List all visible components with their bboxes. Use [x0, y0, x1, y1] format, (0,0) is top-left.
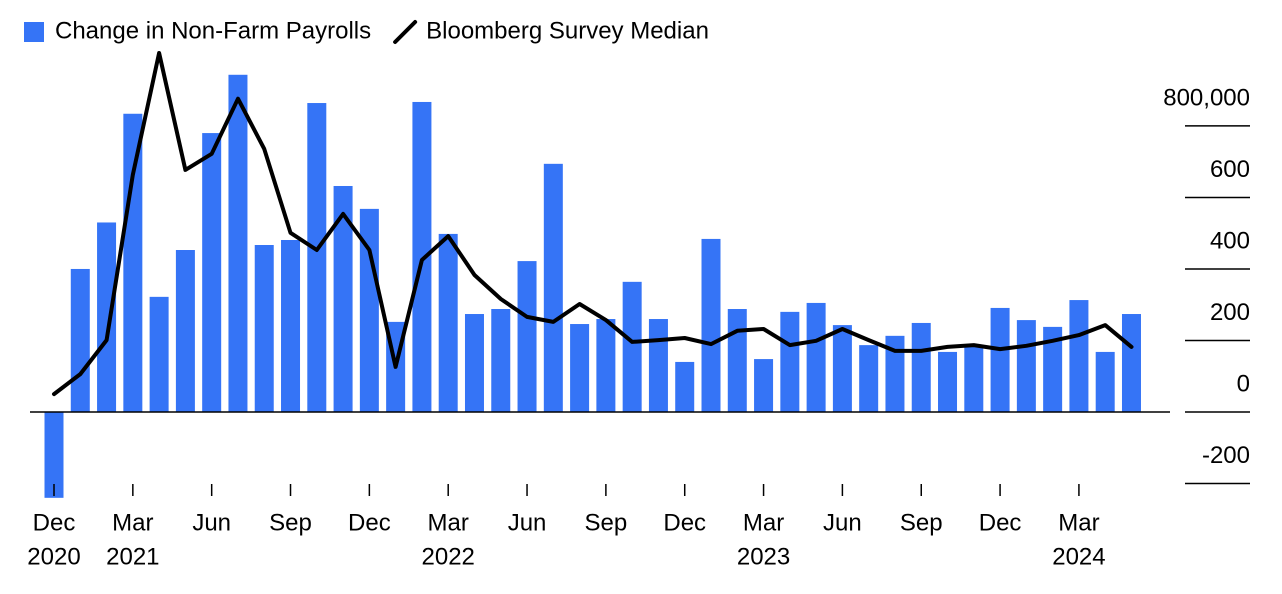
bar [202, 133, 222, 412]
x-tick-label: Jun [508, 509, 547, 536]
bar [1121, 314, 1141, 412]
x-tick-label: Dec [979, 509, 1022, 536]
bar [543, 163, 563, 412]
y-tick-label: 600 [1210, 156, 1250, 183]
bar [254, 245, 274, 412]
bar [412, 101, 432, 412]
x-tick-label: Mar [1058, 509, 1099, 536]
bar [228, 74, 248, 412]
y-tick-label: 800,000 [1163, 84, 1250, 111]
x-year-label: 2020 [27, 543, 80, 570]
x-tick-label: Mar [743, 509, 784, 536]
bar [754, 359, 774, 412]
bar [149, 296, 169, 412]
legend-label: Bloomberg Survey Median [426, 17, 709, 44]
bar [596, 319, 616, 412]
x-year-label: 2023 [737, 543, 790, 570]
bar [938, 351, 958, 412]
bar [281, 239, 301, 412]
x-tick-label: Dec [663, 509, 706, 536]
bar [648, 319, 668, 412]
bar [123, 113, 143, 412]
x-tick-label: Dec [33, 509, 76, 536]
bar [885, 335, 905, 412]
x-year-label: 2022 [422, 543, 475, 570]
x-year-label: 2024 [1052, 543, 1105, 570]
x-year-label: 2021 [106, 543, 159, 570]
x-tick-label: Sep [269, 509, 312, 536]
x-tick-label: Sep [585, 509, 628, 536]
bar [1016, 320, 1036, 412]
y-tick-label: 200 [1210, 299, 1250, 326]
bar [964, 345, 984, 412]
bar [70, 268, 90, 412]
bar [359, 208, 379, 412]
bar [44, 412, 64, 498]
bar [307, 103, 327, 412]
bar [1069, 300, 1089, 412]
y-tick-label: -200 [1202, 442, 1250, 469]
line [52, 51, 1134, 397]
y-tick-label: 400 [1210, 227, 1250, 254]
bar [701, 238, 721, 412]
bar [464, 314, 484, 412]
legend-label: Change in Non-Farm Payrolls [55, 17, 371, 44]
bar [832, 325, 852, 412]
x-tick-label: Mar [112, 509, 153, 536]
bar [622, 281, 642, 412]
bar [990, 307, 1010, 412]
bar [727, 309, 747, 412]
bar [570, 324, 590, 412]
x-tick-label: Mar [428, 509, 469, 536]
bar [517, 261, 537, 412]
x-tick-label: Jun [192, 509, 231, 536]
bar [175, 250, 195, 412]
bar [675, 361, 695, 412]
legend-swatch [393, 20, 418, 44]
bar [806, 302, 826, 412]
x-tick-label: Sep [900, 509, 943, 536]
x-tick-label: Dec [348, 509, 391, 536]
y-tick-label: 0 [1237, 370, 1250, 397]
legend-swatch [24, 22, 44, 42]
bar [438, 233, 458, 412]
bar [859, 345, 879, 412]
bar [1043, 326, 1063, 412]
bar [97, 222, 117, 412]
bar [491, 309, 511, 412]
bar [333, 185, 353, 412]
bar [911, 322, 931, 412]
bar [1095, 351, 1115, 412]
bar [780, 311, 800, 412]
x-tick-label: Jun [823, 509, 862, 536]
